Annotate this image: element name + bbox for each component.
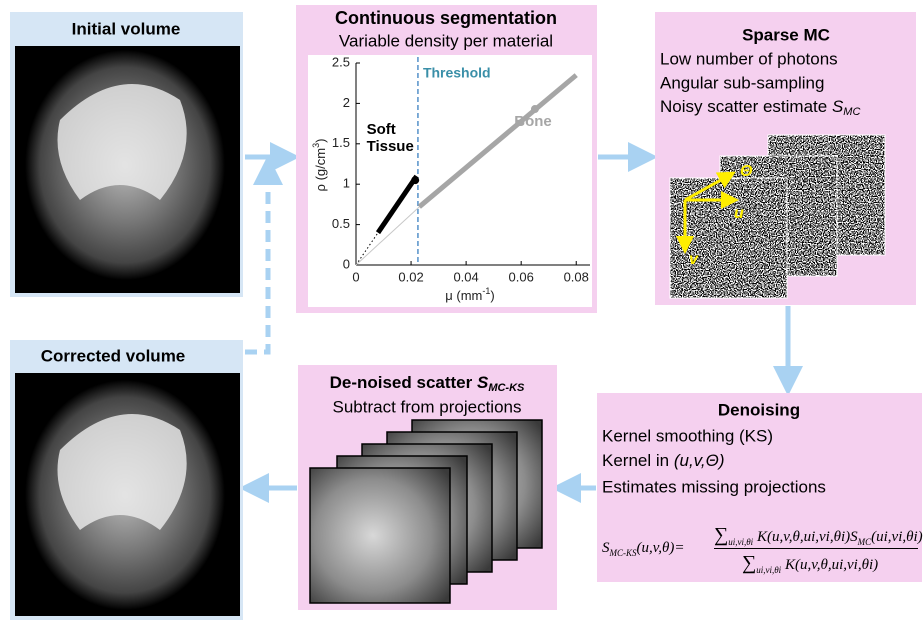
panel-text: (u,v,Θ) [674, 451, 725, 470]
axis-label: Θ [740, 163, 753, 180]
fraction-bar [714, 548, 918, 549]
symbol: S [832, 97, 844, 116]
y-tick-label: 2.5 [332, 54, 350, 69]
kernel: K(u,v,θ,ui,vi,θi) [757, 529, 850, 545]
x-tick-label: 0.06 [509, 269, 534, 284]
panel-title: Initial volume [72, 19, 181, 38]
axis-label: u [734, 205, 744, 222]
panel-text: Low number of photons [660, 49, 838, 68]
x-axis-label: -1 [482, 286, 490, 296]
diagram: Initial volume Corrected volume Continuo… [0, 0, 924, 624]
symbol: S [850, 529, 858, 545]
x-tick-label: 0.02 [398, 269, 423, 284]
point [411, 176, 419, 184]
sum: ∑ [742, 552, 756, 574]
symbol: MC-KS [610, 548, 637, 558]
panel-title: Corrected volume [41, 346, 186, 365]
symbol: S [477, 373, 489, 392]
panel-title: Continuous segmentation [335, 8, 557, 28]
sum-index: ui,vi,θi [728, 537, 753, 547]
y-tick-label: 0 [343, 256, 350, 271]
symbol: MC [858, 537, 872, 547]
panel-subtitle: Variable density per material [339, 31, 553, 50]
panel-text: Kernel in (u,v,Θ) [602, 451, 725, 470]
panel-subtitle: Subtract from projections [333, 397, 522, 416]
panel-text: Noisy scatter estimate SMC [660, 97, 860, 117]
x-axis-label: ) [490, 288, 494, 303]
y-axis-label: ρ (g/cm [313, 148, 328, 192]
panel-text: Noisy scatter estimate [660, 97, 832, 116]
x-tick-label: 0 [352, 269, 359, 284]
formula-denominator: ∑ui,vi,θi K(u,v,θ,ui,vi,θi) [742, 552, 878, 575]
point [531, 105, 539, 113]
series-label: Soft Tissue [367, 121, 417, 155]
symbol: MC [843, 106, 860, 118]
x-axis-label: μ (mm [445, 288, 482, 303]
panel-title: Denoising [718, 400, 800, 419]
sum-index: ui,vi,θi [756, 565, 781, 575]
kernel: K(u,v,θ,ui,vi,θi) [785, 557, 878, 573]
x-tick-label: 0.08 [564, 269, 589, 284]
y-tick-label: 1 [343, 176, 350, 191]
formula-args: (u,v,θ)= [637, 540, 685, 556]
x-tick-label: 0.04 [453, 269, 478, 284]
threshold-label: Threshold [423, 65, 491, 81]
panel-text: Kernel smoothing (KS) [602, 426, 773, 445]
symbol: S [602, 540, 610, 556]
formula-lhs: SMC-KS(u,v,θ)= [602, 540, 685, 558]
axis-label: v [689, 251, 699, 268]
symbol: MC-KS [488, 382, 525, 394]
formula-args: (ui,vi,θi) [871, 529, 923, 545]
panel-title: De-noised scatter [330, 373, 477, 392]
formula-numerator: ∑ui,vi,θi K(u,v,θ,ui,vi,θi)SMC(ui,vi,θi) [714, 524, 923, 547]
panel-text: Kernel in [602, 451, 674, 470]
panel-text: Angular sub-sampling [660, 73, 824, 92]
y-tick-label: 1.5 [332, 135, 350, 150]
y-tick-label: 0.5 [332, 216, 350, 231]
y-axis-label: ) [313, 139, 328, 143]
series-label: Bone [514, 113, 552, 130]
sum: ∑ [714, 524, 728, 546]
panel-title: Sparse MC [742, 25, 830, 44]
y-tick-label: 2 [343, 95, 350, 110]
panel-text: Estimates missing projections [602, 477, 826, 496]
